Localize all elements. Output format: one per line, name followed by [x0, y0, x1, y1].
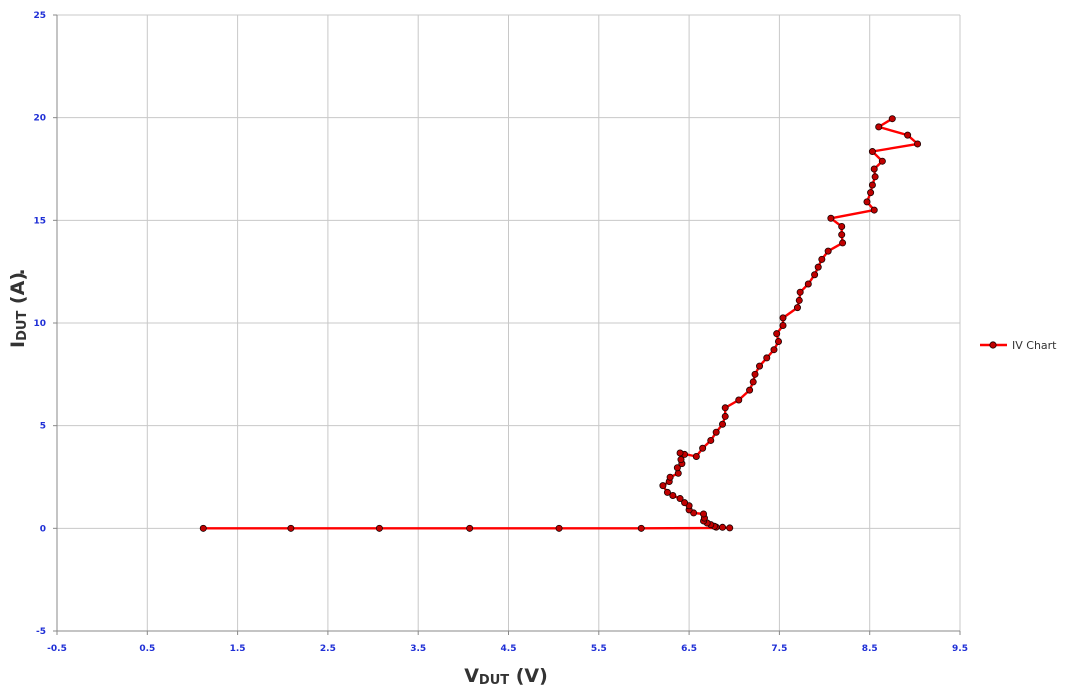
- data-point: [867, 189, 875, 197]
- data-point: [756, 362, 764, 370]
- data-point: [804, 280, 812, 288]
- data-point: [721, 412, 729, 420]
- data-point: [773, 330, 781, 338]
- y-axis-title-main: I: [7, 341, 29, 348]
- data-point: [751, 370, 759, 378]
- x-tick-label: 0.5: [139, 644, 155, 654]
- x-tick-label: 1.5: [230, 644, 246, 654]
- y-axis-title-sub: DUT: [15, 311, 30, 341]
- x-axis-title-main: V: [464, 665, 479, 687]
- data-point: [839, 239, 847, 247]
- y-axis-title: IDUT (A): [7, 272, 30, 348]
- data-point: [868, 148, 876, 156]
- data-point: [669, 491, 677, 499]
- data-point: [721, 404, 729, 412]
- y-axis-title-unit: (A): [7, 272, 29, 311]
- data-point: [863, 198, 871, 206]
- data-point: [795, 296, 803, 304]
- x-tick-label: 5.5: [591, 644, 607, 654]
- data-point: [818, 255, 826, 263]
- y-axis-tick-labels: -5 0 5 10 15 20 25: [33, 11, 46, 637]
- data-point: [875, 123, 883, 131]
- data-point: [814, 263, 822, 271]
- data-point: [692, 452, 700, 460]
- data-point: [914, 140, 922, 148]
- data-point: [878, 157, 886, 165]
- data-point: [673, 464, 681, 472]
- data-point: [726, 524, 734, 532]
- data-point: [868, 181, 876, 189]
- data-point: [287, 524, 295, 532]
- data-point: [676, 449, 684, 457]
- y-tick-label: 5: [40, 422, 46, 432]
- y-tick-label: 0: [40, 524, 46, 534]
- data-point: [779, 321, 787, 329]
- x-tick-label: 8.5: [862, 644, 878, 654]
- data-point: [199, 524, 207, 532]
- data-point: [700, 510, 708, 518]
- legend: IV Chart: [980, 339, 1057, 352]
- data-point: [676, 495, 684, 503]
- legend-label: IV Chart: [1012, 339, 1057, 352]
- data-point: [707, 436, 715, 444]
- data-point: [796, 288, 804, 296]
- x-tick-label: 2.5: [320, 644, 336, 654]
- x-axis-title-sub: DUT: [479, 673, 509, 687]
- axes: [53, 14, 961, 635]
- y-tick-label: -5: [36, 627, 46, 637]
- data-point: [712, 428, 720, 436]
- data-point: [888, 115, 896, 123]
- x-tick-label: 4.5: [501, 644, 517, 654]
- legend-marker: [989, 341, 997, 349]
- x-tick-label: 7.5: [771, 644, 787, 654]
- data-point: [666, 473, 674, 481]
- data-point: [811, 271, 819, 279]
- data-point: [904, 131, 912, 139]
- x-tick-label: 3.5: [410, 644, 426, 654]
- data-point: [375, 524, 383, 532]
- y-tick-label: 15: [33, 216, 46, 226]
- data-point: [719, 420, 727, 428]
- data-point: [555, 524, 563, 532]
- data-point: [637, 524, 645, 532]
- data-point: [838, 231, 846, 239]
- data-point: [774, 337, 782, 345]
- x-tick-label: 9.5: [952, 644, 968, 654]
- data-point: [677, 456, 685, 464]
- data-point: [749, 378, 757, 386]
- data-point: [466, 524, 474, 532]
- data-point: [719, 523, 727, 531]
- x-axis-title-unit: (V): [509, 665, 548, 687]
- data-point: [699, 444, 707, 452]
- data-point: [770, 346, 778, 354]
- y-tick-label: 10: [33, 319, 46, 329]
- grid: [57, 14, 961, 631]
- data-point: [824, 247, 832, 255]
- data-point: [870, 165, 878, 173]
- data-point: [793, 304, 801, 312]
- data-point: [871, 173, 879, 181]
- data-point: [779, 314, 787, 322]
- data-point: [746, 386, 754, 394]
- y-tick-label: 20: [33, 114, 46, 124]
- x-axis-tick-labels: -0.5 0.5 1.5 2.5 3.5 4.5 5.5 6.5 7.5 8.5 9.5: [47, 644, 968, 654]
- y-axis-title-mark: .: [7, 268, 29, 275]
- data-point: [735, 396, 743, 404]
- data-point: [659, 482, 667, 490]
- series-iv-chart: [199, 115, 922, 532]
- y-tick-label: 25: [33, 11, 46, 21]
- data-point: [663, 488, 671, 496]
- data-point: [681, 499, 689, 507]
- data-point: [870, 206, 878, 214]
- x-tick-label: 6.5: [681, 644, 697, 654]
- data-point: [838, 222, 846, 230]
- x-tick-label: -0.5: [47, 644, 67, 654]
- data-point: [763, 354, 771, 362]
- data-point: [827, 214, 835, 222]
- x-axis-title: VDUT (V): [464, 665, 548, 687]
